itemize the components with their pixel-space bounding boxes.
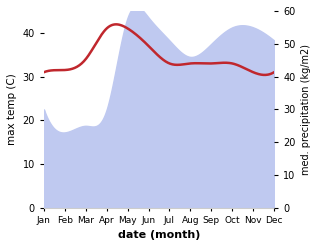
Y-axis label: med. precipitation (kg/m2): med. precipitation (kg/m2) (301, 44, 311, 175)
X-axis label: date (month): date (month) (118, 230, 200, 240)
Y-axis label: max temp (C): max temp (C) (7, 74, 17, 145)
